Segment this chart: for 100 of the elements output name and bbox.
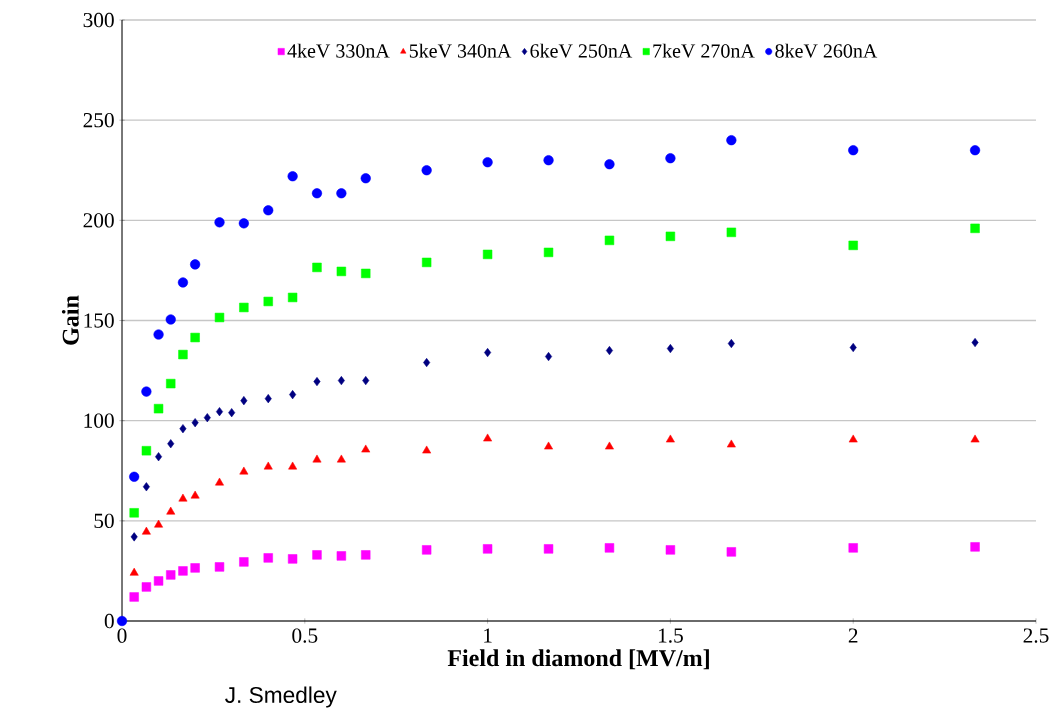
point bbox=[421, 165, 432, 176]
point bbox=[604, 543, 615, 553]
y-axis-title: Gain bbox=[61, 295, 79, 345]
point bbox=[544, 441, 553, 450]
y-tick-label: 200 bbox=[83, 213, 114, 228]
point bbox=[263, 296, 273, 307]
point bbox=[191, 418, 199, 428]
point bbox=[166, 378, 176, 389]
point bbox=[141, 526, 151, 535]
x-tick-label: 2 bbox=[848, 628, 858, 643]
point bbox=[228, 408, 236, 418]
point bbox=[483, 433, 493, 442]
point bbox=[178, 566, 188, 576]
point bbox=[726, 439, 736, 448]
point bbox=[726, 547, 737, 557]
point bbox=[727, 339, 735, 349]
point bbox=[289, 390, 297, 400]
point bbox=[129, 592, 139, 602]
point bbox=[238, 218, 249, 229]
x-tick-label: 0.5 bbox=[292, 628, 318, 643]
point bbox=[155, 452, 163, 462]
x-tick-label: 0 bbox=[117, 628, 127, 643]
point bbox=[178, 349, 188, 360]
point bbox=[665, 545, 676, 555]
point bbox=[141, 386, 152, 397]
point bbox=[178, 493, 188, 502]
legend-label: 5keV 340nA bbox=[409, 43, 512, 58]
point bbox=[179, 424, 187, 434]
point bbox=[166, 506, 176, 515]
point bbox=[313, 377, 321, 387]
point bbox=[130, 532, 138, 542]
x-tick-label: 1 bbox=[484, 628, 492, 643]
point bbox=[543, 544, 554, 554]
point bbox=[337, 376, 345, 386]
legend-label: 7keV 270nA bbox=[653, 43, 755, 58]
point bbox=[203, 413, 211, 423]
point bbox=[263, 205, 274, 216]
point bbox=[361, 268, 371, 279]
point bbox=[190, 332, 200, 343]
x-tick-label: 1.5 bbox=[658, 628, 683, 643]
point bbox=[482, 249, 493, 260]
point bbox=[288, 461, 298, 470]
point bbox=[190, 490, 200, 499]
y-tick-label: 250 bbox=[83, 112, 114, 128]
point bbox=[190, 259, 201, 270]
y-tick-label: 100 bbox=[84, 413, 114, 428]
point bbox=[605, 441, 614, 450]
point bbox=[484, 348, 492, 358]
point bbox=[482, 157, 493, 168]
point bbox=[360, 173, 371, 184]
point bbox=[665, 153, 676, 164]
point bbox=[239, 466, 249, 475]
y-tick-label: 0 bbox=[104, 613, 114, 629]
point bbox=[605, 346, 613, 356]
point bbox=[726, 227, 737, 238]
point bbox=[154, 519, 163, 528]
point bbox=[215, 477, 224, 486]
point bbox=[665, 231, 676, 242]
point bbox=[543, 155, 554, 166]
point bbox=[543, 247, 554, 258]
point bbox=[666, 344, 674, 354]
point bbox=[336, 454, 346, 463]
y-tick-label: 150 bbox=[84, 313, 114, 328]
y-tick-label: 50 bbox=[94, 513, 114, 529]
y-tick-label: 300 bbox=[83, 12, 114, 28]
point bbox=[153, 576, 164, 586]
point bbox=[177, 277, 189, 288]
point bbox=[312, 454, 322, 463]
point bbox=[971, 338, 979, 348]
point bbox=[336, 188, 347, 199]
point bbox=[970, 542, 980, 552]
point bbox=[239, 302, 249, 313]
point bbox=[336, 266, 347, 277]
point bbox=[848, 240, 858, 251]
point bbox=[214, 312, 225, 323]
point bbox=[167, 439, 175, 449]
point bbox=[141, 446, 152, 456]
point bbox=[153, 403, 164, 414]
point bbox=[423, 358, 431, 368]
point bbox=[216, 407, 223, 417]
point bbox=[153, 329, 164, 340]
point bbox=[287, 554, 298, 564]
point bbox=[264, 394, 272, 404]
point bbox=[239, 557, 249, 567]
point bbox=[482, 544, 493, 554]
point bbox=[287, 292, 298, 303]
point bbox=[665, 434, 675, 443]
point bbox=[848, 543, 858, 553]
point bbox=[604, 159, 615, 170]
x-axis-title: Field in diamond [MV/m] bbox=[447, 649, 709, 670]
point bbox=[421, 545, 432, 555]
point bbox=[422, 445, 432, 454]
point bbox=[165, 314, 176, 325]
point bbox=[240, 396, 248, 406]
point bbox=[545, 352, 553, 362]
point bbox=[263, 553, 273, 563]
point bbox=[970, 434, 980, 443]
legend-label: 4keV 330nA bbox=[287, 43, 390, 58]
x-tick-label: 2.5 bbox=[1023, 628, 1049, 643]
point bbox=[849, 343, 857, 353]
